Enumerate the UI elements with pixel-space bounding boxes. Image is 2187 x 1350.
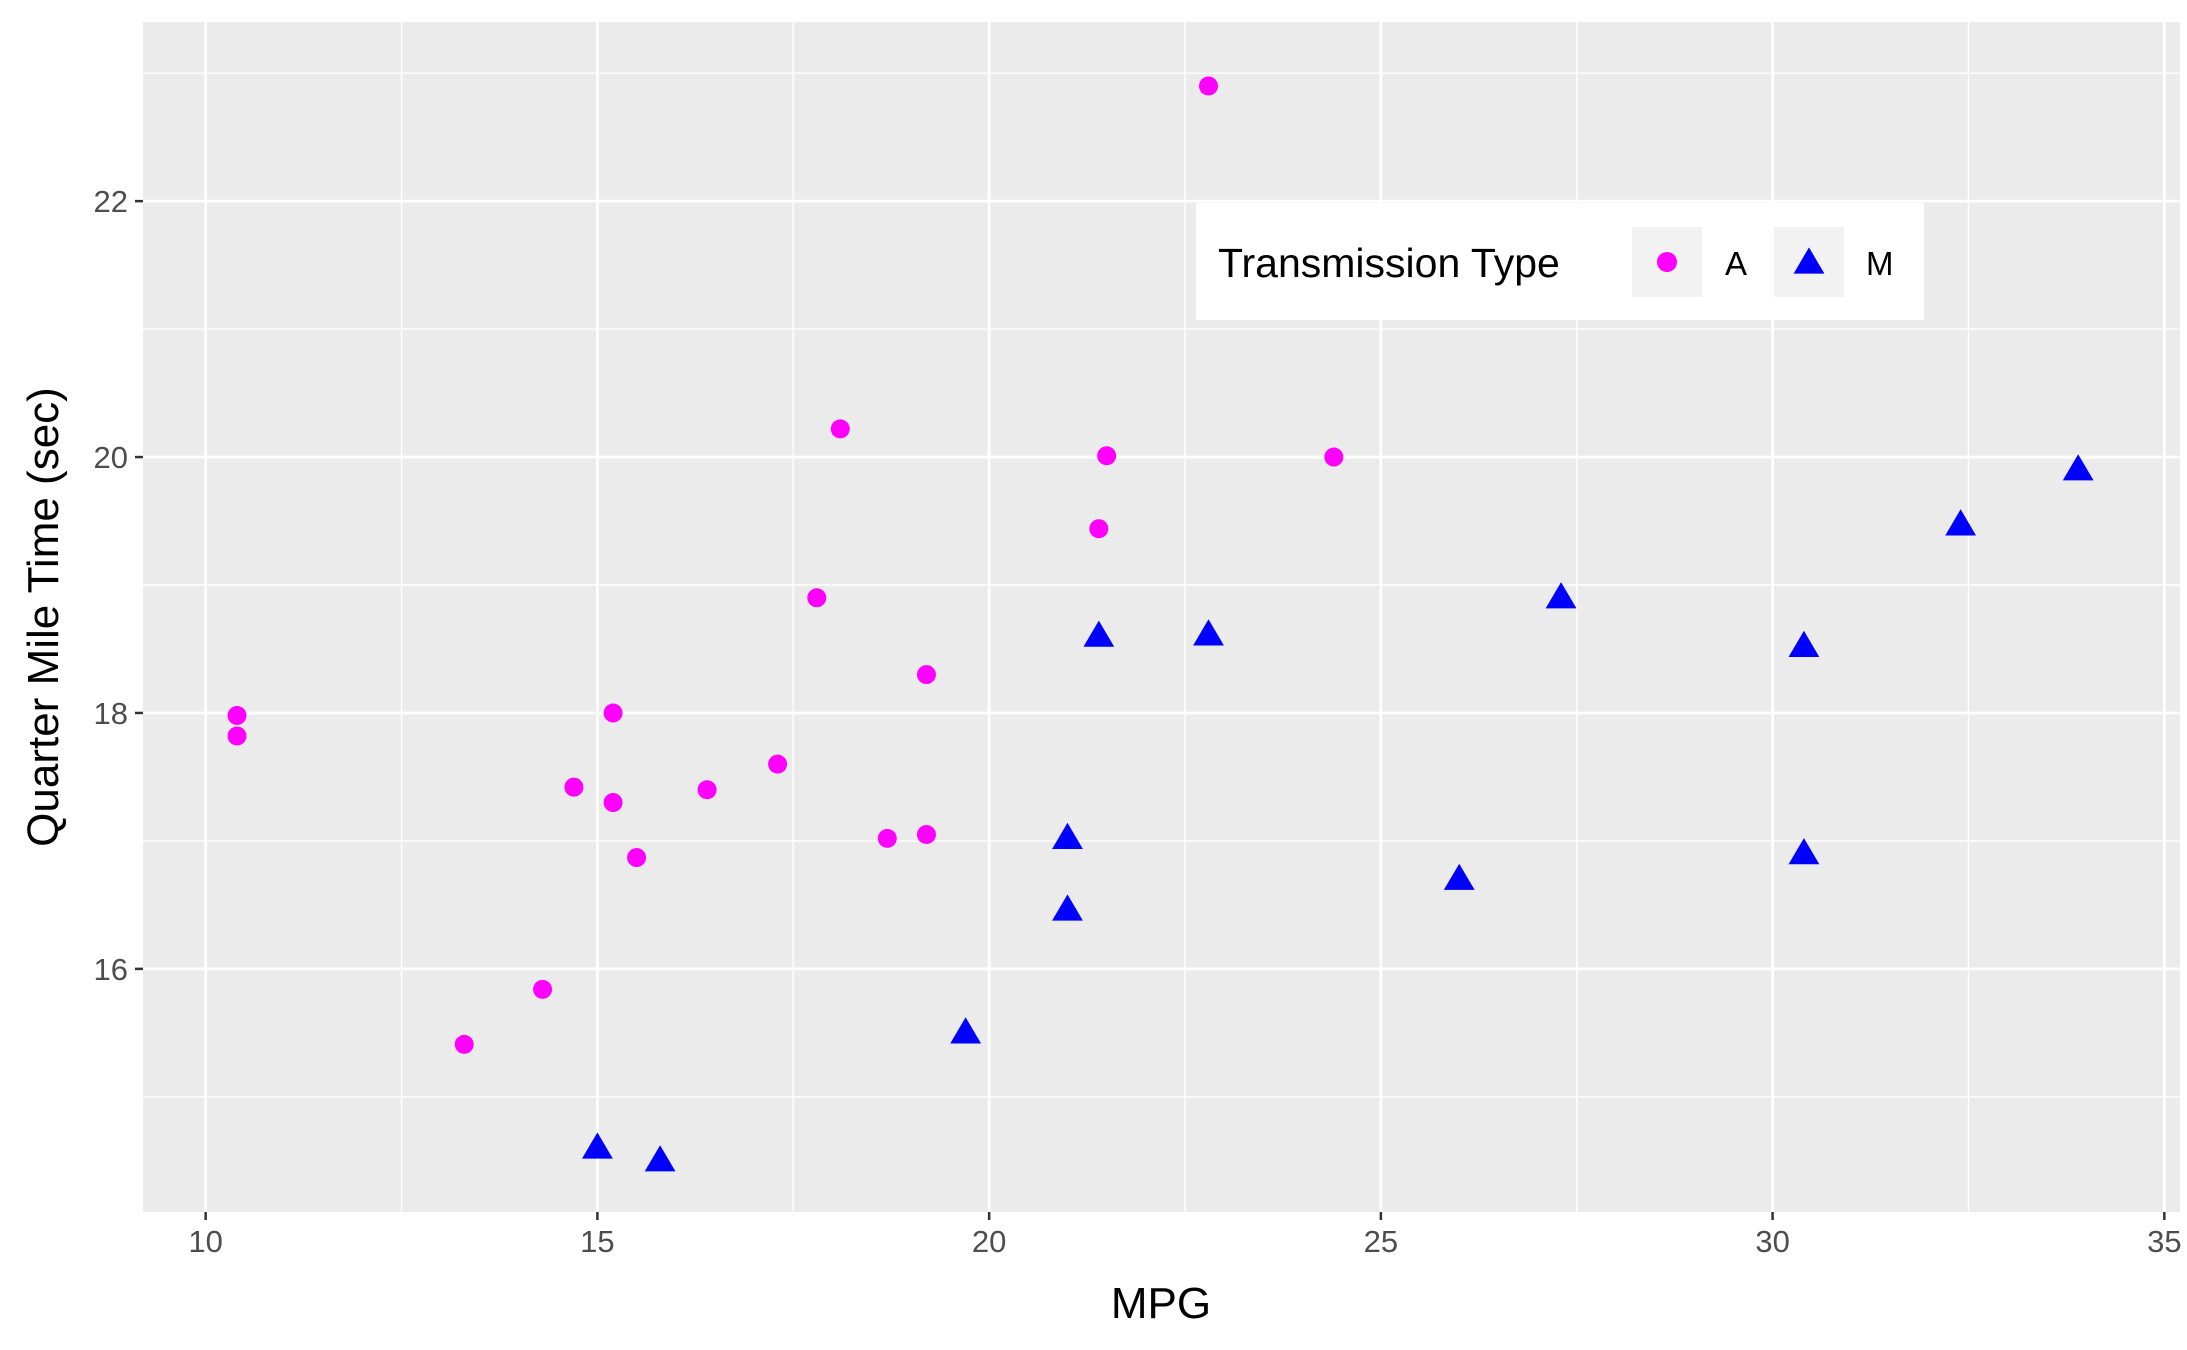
data-point-a bbox=[603, 793, 623, 813]
y-axis-tick-labels: 16 18 20 22 bbox=[94, 184, 128, 987]
data-point-m bbox=[1083, 620, 1115, 647]
y-tick-label: 20 bbox=[94, 440, 128, 475]
data-point-a bbox=[807, 588, 827, 608]
data-point-a bbox=[1324, 447, 1344, 467]
y-tick-label: 18 bbox=[94, 696, 128, 731]
data-point-a bbox=[627, 848, 647, 868]
legend-label-m: M bbox=[1866, 245, 1894, 282]
data-point-a bbox=[227, 706, 247, 726]
legend-title: Transmission Type bbox=[1218, 240, 1560, 286]
data-point-m bbox=[1788, 630, 1820, 658]
x-axis-title: MPG bbox=[1111, 1279, 1211, 1328]
data-point-a bbox=[830, 419, 850, 439]
x-tick-label: 30 bbox=[1755, 1224, 1789, 1259]
data-point-m bbox=[582, 1132, 613, 1159]
x-tick-label: 35 bbox=[2147, 1224, 2181, 1259]
legend-key-a-circle-icon bbox=[1657, 252, 1677, 272]
y-axis-title: Quarter Mile Time (sec) bbox=[19, 387, 68, 847]
y-tick-label: 22 bbox=[94, 184, 128, 219]
data-point-a bbox=[916, 665, 936, 685]
y-tick-label: 16 bbox=[94, 952, 128, 987]
data-point-a bbox=[1199, 76, 1219, 96]
data-point-a bbox=[916, 825, 936, 845]
legend-key-m-triangle-icon bbox=[1793, 247, 1825, 274]
data-point-m bbox=[1193, 619, 1224, 646]
data-point-a bbox=[603, 703, 623, 723]
data-point-m bbox=[1545, 582, 1577, 609]
x-tick-label: 15 bbox=[580, 1224, 614, 1259]
data-point-a bbox=[1089, 519, 1109, 539]
data-point-a bbox=[533, 979, 553, 999]
data-point-a bbox=[227, 726, 247, 746]
legend-label-a: A bbox=[1725, 245, 1747, 282]
x-axis-tick-labels: 10 15 20 25 30 35 bbox=[188, 1224, 2181, 1259]
data-points bbox=[227, 76, 2094, 1172]
data-point-m bbox=[2062, 454, 2094, 481]
data-point-m bbox=[1443, 863, 1475, 890]
axis-ticks bbox=[135, 199, 2166, 1220]
x-tick-label: 20 bbox=[972, 1224, 1006, 1259]
x-tick-label: 25 bbox=[1364, 1224, 1398, 1259]
data-point-a bbox=[697, 780, 717, 800]
data-point-m bbox=[1052, 822, 1083, 849]
data-point-a bbox=[564, 777, 584, 797]
minor-gridlines bbox=[143, 22, 2180, 1212]
legend: Transmission Type A M bbox=[1196, 203, 1924, 320]
data-point-m bbox=[1945, 509, 1977, 536]
data-point-m bbox=[644, 1145, 676, 1172]
x-tick-label: 10 bbox=[188, 1224, 222, 1259]
data-point-a bbox=[877, 828, 897, 848]
data-point-a bbox=[768, 754, 788, 774]
major-gridlines bbox=[143, 22, 2180, 1212]
data-point-a bbox=[454, 1034, 474, 1054]
data-point-m bbox=[1052, 894, 1083, 921]
data-point-a bbox=[1097, 446, 1117, 466]
data-point-m bbox=[1788, 838, 1820, 865]
data-point-m bbox=[950, 1017, 982, 1044]
